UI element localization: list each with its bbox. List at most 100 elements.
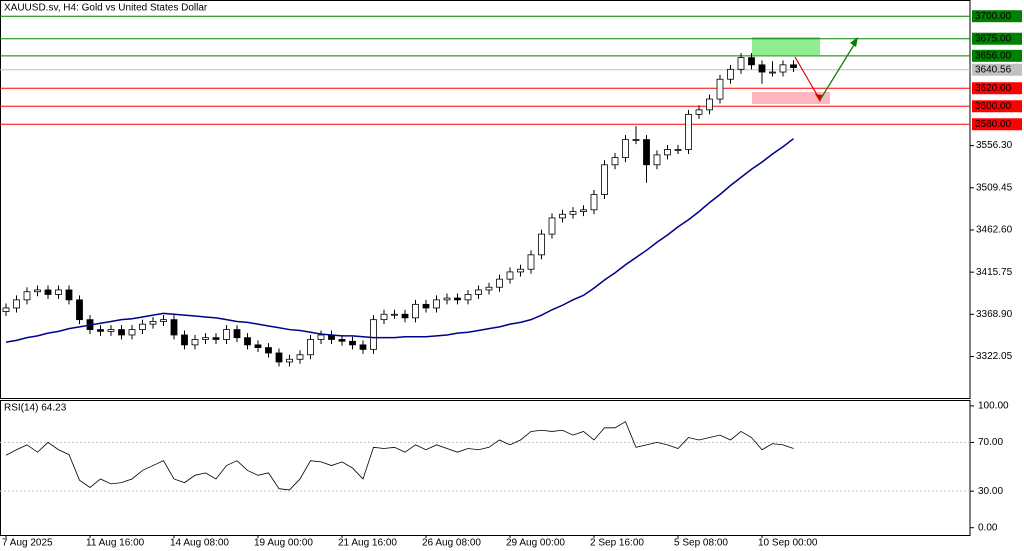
level-label-box: [972, 118, 1022, 131]
candle-body: [391, 313, 398, 316]
candle-body: [685, 113, 692, 150]
candle-body: [359, 344, 367, 350]
rsi-panel: [0, 400, 971, 536]
candle-body: [118, 329, 125, 336]
target-zone: [752, 37, 820, 55]
candle-body: [275, 352, 283, 363]
candle-body: [580, 209, 587, 213]
candle-body: [632, 139, 640, 141]
rsi-tick-label: 70.00: [978, 437, 1003, 448]
candle-body: [706, 98, 713, 111]
candle-body: [370, 319, 377, 350]
candle-body: [202, 337, 209, 340]
candle-body: [727, 68, 734, 80]
pullback-zone: [752, 92, 830, 104]
candle-body: [2, 307, 10, 312]
candle-body: [422, 303, 430, 309]
candle-body: [34, 289, 41, 293]
x-tick-label: 2 Sep 16:00: [590, 538, 644, 549]
candle-body: [758, 64, 766, 73]
candle-body: [517, 268, 524, 273]
candle-body: [139, 323, 146, 330]
level-label: 3675.00: [975, 33, 1012, 44]
candle-body: [149, 321, 157, 325]
y-tick-label: 3322.05: [976, 351, 1013, 362]
level-label-box: [972, 32, 1022, 45]
candle-body: [769, 71, 776, 74]
candle-body: [475, 289, 482, 295]
up-arrow: [819, 39, 858, 101]
x-tick-label: 21 Aug 16:00: [338, 538, 397, 549]
y-tick-label: 3415.75: [976, 267, 1013, 278]
y-tick-label: 3368.90: [976, 309, 1013, 320]
down-arrow: [794, 56, 821, 101]
candle-body: [485, 286, 493, 291]
candle-body: [674, 149, 682, 151]
candle-body: [380, 313, 388, 321]
level-label: 3620.00: [975, 83, 1012, 94]
candle-body: [653, 154, 661, 166]
candle-body: [443, 297, 451, 301]
candle-body: [454, 297, 461, 301]
candle-body: [107, 329, 115, 332]
candle-body: [401, 313, 409, 319]
candle-body: [307, 339, 314, 356]
candle-body: [181, 334, 188, 346]
x-tick-label: 11 Aug 16:00: [86, 538, 145, 549]
candle-body: [737, 57, 745, 70]
candle-body: [790, 64, 797, 68]
candle-body: [643, 139, 650, 166]
level-label-box: [972, 82, 1022, 95]
candle-body: [65, 289, 73, 301]
candle-body: [538, 233, 545, 256]
candle-body: [506, 271, 514, 280]
candle-body: [748, 57, 755, 66]
candle-body: [97, 329, 104, 332]
rsi-label: RSI(14) 64.23: [4, 403, 67, 414]
candle-body: [569, 211, 577, 215]
x-tick-label: 10 Sep 00:00: [758, 538, 818, 549]
candle-body: [695, 109, 703, 115]
candle-body: [464, 294, 472, 301]
candle-body: [601, 164, 608, 195]
candle-body: [212, 337, 220, 340]
candle-body: [779, 64, 787, 73]
candle-body: [170, 319, 178, 336]
candle-body: [191, 339, 199, 346]
x-tick-label: 14 Aug 08:00: [170, 538, 229, 549]
candle-body: [254, 344, 262, 348]
level-label-box: [972, 10, 1022, 23]
candle-body: [590, 194, 598, 211]
x-tick-label: 5 Sep 08:00: [674, 538, 728, 549]
candle-body: [664, 149, 671, 156]
level-label: 3700.00: [975, 11, 1012, 22]
level-label-box: [972, 49, 1022, 62]
candle-body: [23, 291, 31, 301]
candle-body: [716, 78, 724, 100]
candle-body: [611, 157, 619, 166]
candle-body: [317, 334, 325, 340]
candle-body: [548, 217, 556, 235]
rsi-tick-label: 100.00: [978, 401, 1009, 412]
rsi-line: [5, 421, 794, 491]
rsi-tick-label: 30.00: [978, 486, 1003, 497]
candle-body: [338, 339, 346, 342]
level-label: 3600.00: [975, 101, 1012, 112]
down-arrow-head: [815, 94, 823, 102]
candle-body: [286, 358, 293, 363]
candle-body: [233, 329, 241, 339]
candle-body: [244, 337, 251, 346]
candle-body: [265, 347, 272, 354]
price-panel: [0, 0, 971, 399]
candle-body: [349, 340, 356, 346]
candle-body: [223, 329, 230, 340]
candle-body: [76, 299, 83, 321]
candle-body: [433, 299, 440, 309]
candle-body: [296, 354, 304, 360]
candle-body: [128, 329, 136, 336]
x-tick-label: 29 Aug 00:00: [506, 538, 565, 549]
x-tick-label: 19 Aug 00:00: [254, 538, 313, 549]
x-tick-label: 26 Aug 08:00: [422, 538, 481, 549]
candle-body: [496, 278, 503, 288]
